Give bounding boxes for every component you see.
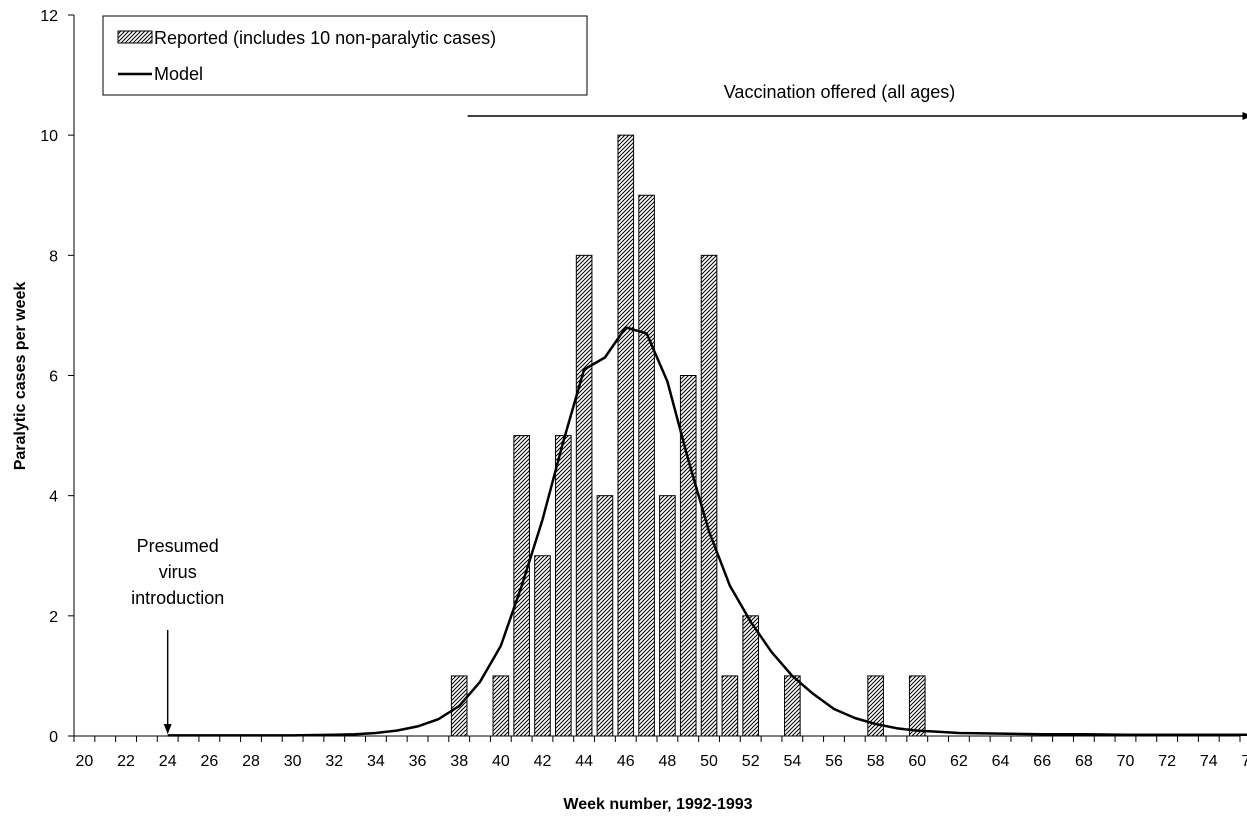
- x-tick-label: 22: [117, 753, 135, 770]
- x-tick-label: 70: [1117, 753, 1135, 770]
- bar-week-45: [596, 495, 614, 737]
- bar-week-43: [554, 435, 572, 737]
- x-tick-label: 20: [76, 753, 94, 770]
- legend-label-model: Model: [154, 64, 203, 84]
- x-tick-label: 66: [1033, 753, 1051, 770]
- y-tick-label: 0: [49, 729, 58, 746]
- x-tick-label: 26: [200, 753, 218, 770]
- x-tick-label: 64: [992, 753, 1010, 770]
- axes: [68, 14, 1241, 742]
- bar-week-60: [908, 675, 926, 737]
- vaccination-annotation: Vaccination offered (all ages): [724, 82, 955, 102]
- bar-week-44: [575, 254, 593, 737]
- model-series: [167, 326, 1247, 737]
- x-tick-label: 30: [284, 753, 302, 770]
- model-line: [167, 326, 1247, 737]
- x-tick-label: 54: [783, 753, 801, 770]
- legend-box: [102, 15, 588, 96]
- x-tick-label: 28: [242, 753, 260, 770]
- legend-label-reported: Reported (includes 10 non-paralytic case…: [154, 28, 496, 48]
- x-tick-label: 56: [825, 753, 843, 770]
- x-tick-label: 58: [867, 753, 885, 770]
- bar-week-52: [742, 615, 760, 737]
- bar-week-51: [721, 675, 739, 737]
- y-tick-label: 10: [40, 128, 58, 145]
- x-tick-label: 52: [742, 753, 760, 770]
- x-tick-label: 68: [1075, 753, 1093, 770]
- bar-week-48: [659, 495, 676, 737]
- tick-labels: 20 22 24 26 28 30 32 34 36 38 40 42 44 46 48 50 52 54 56 58…: [40, 8, 1247, 770]
- bar-week-47: [638, 194, 655, 737]
- x-tick-label: 72: [1158, 753, 1176, 770]
- x-tick-label: 62: [950, 753, 968, 770]
- y-tick-label: 2: [49, 609, 58, 626]
- x-tick-label: 38: [450, 753, 468, 770]
- x-tick-label: 44: [575, 753, 593, 770]
- x-tick-label: 42: [534, 753, 552, 770]
- x-axis-title: Week number, 1992-1993: [563, 796, 752, 813]
- legend: Reported (includes 10 non-paralytic case…: [102, 15, 588, 96]
- y-axis-title: Paralytic cases per week: [12, 282, 29, 471]
- x-tick-label: 76: [1242, 753, 1247, 770]
- y-tick-label: 12: [40, 8, 58, 25]
- x-tick-label: 24: [159, 753, 177, 770]
- x-tick-label: 46: [617, 753, 635, 770]
- y-tick-label: 8: [49, 248, 58, 265]
- x-tick-label: 48: [659, 753, 677, 770]
- bar-week-54: [784, 675, 801, 737]
- introduction-annotation-line-2: virus: [159, 562, 197, 582]
- bar-series: [450, 134, 926, 737]
- introduction-annotation-line-3: introduction: [131, 588, 224, 608]
- x-tick-label: 34: [367, 753, 385, 770]
- y-tick-label: 4: [49, 489, 58, 506]
- bar-week-42: [534, 555, 551, 737]
- x-tick-label: 74: [1200, 753, 1218, 770]
- bar-week-49: [679, 375, 697, 737]
- x-tick-label: 60: [908, 753, 926, 770]
- x-tick-label: 40: [492, 753, 510, 770]
- introduction-annotation-line-1: Presumed: [137, 536, 219, 556]
- x-tick-label: 36: [409, 753, 427, 770]
- x-tick-label: 50: [700, 753, 718, 770]
- bar-week-50: [700, 254, 718, 737]
- x-tick-label: 32: [325, 753, 343, 770]
- y-tick-label: 6: [49, 369, 58, 386]
- legend-swatch-reported: [117, 30, 153, 44]
- bar-week-58: [867, 675, 884, 737]
- bar-week-46: [617, 134, 635, 737]
- bar-week-40: [492, 675, 510, 737]
